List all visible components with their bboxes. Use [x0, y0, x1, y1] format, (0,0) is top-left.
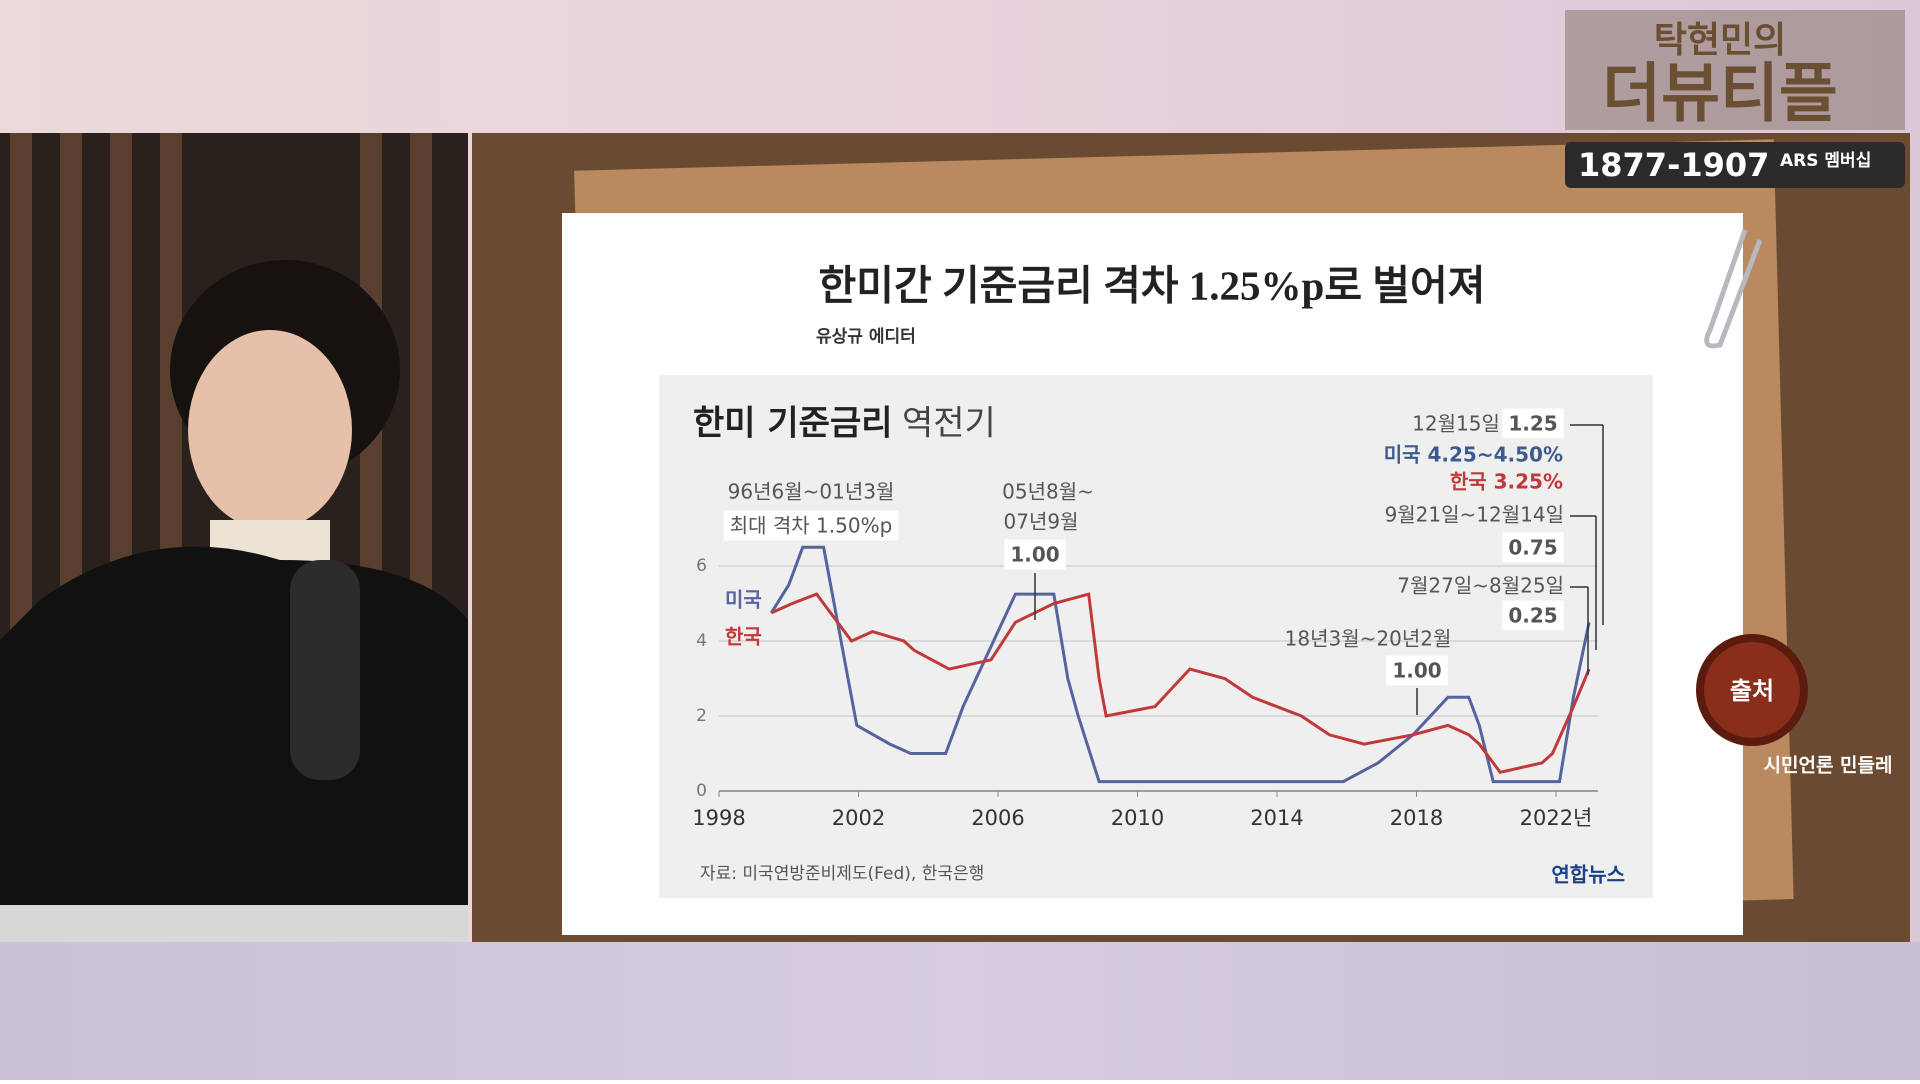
x-tick-label: 2014 — [1250, 806, 1303, 830]
annotation: 1.00 — [1392, 659, 1441, 683]
annotation: 미국 4.25~4.50% — [1384, 443, 1563, 467]
chart-title: 한미 기준금리 — [693, 404, 893, 444]
paperclip — [1704, 229, 1763, 349]
phone-bg — [1565, 142, 1905, 188]
annotation: 1.00 — [1010, 543, 1059, 567]
y-tick-label: 0 — [696, 781, 707, 801]
annotation: 7월27일~8월25일 — [1397, 574, 1564, 598]
chart-box — [659, 375, 1653, 898]
x-tick-label: 1998 — [692, 806, 745, 830]
line-series — [770, 545, 1591, 784]
phone: 1877-1907 — [1578, 146, 1769, 184]
source-badge-text: 출처 — [1730, 677, 1774, 705]
annotation: 05년8월~ — [1002, 480, 1094, 504]
annotation: 0.25 — [1508, 604, 1557, 628]
y-tick-label: 4 — [696, 631, 707, 651]
annotation: 12월15일 — [1412, 412, 1500, 436]
legend-label: 미국 — [725, 588, 762, 612]
logo: 연합뉴스 — [1551, 863, 1625, 887]
annotation: 한국 3.25% — [1450, 470, 1563, 494]
line-series — [770, 592, 1591, 774]
annotation-box — [1502, 600, 1564, 631]
annotation: 최대 격차 1.50%p — [730, 514, 893, 538]
annotation-box — [1502, 408, 1564, 439]
annotation-box — [1502, 532, 1564, 563]
show-title: 탁현민의 — [1654, 20, 1786, 61]
editor: 유상규 에디터 — [816, 327, 916, 347]
x-tick-label: 2002 — [832, 806, 885, 830]
annotation-box — [1004, 539, 1066, 570]
annotation: 96년6월~01년3월 — [728, 480, 895, 504]
x-tick-label: 2022년 — [1520, 806, 1593, 830]
source-name: 시민언론 민들레 — [1764, 755, 1893, 777]
chart-subtitle: 역전기 — [902, 404, 996, 444]
show-name: 더뷰티플 — [1602, 58, 1838, 132]
x-tick-label: 2018 — [1390, 806, 1443, 830]
video-panel — [0, 133, 468, 942]
annotation: 9월21일~12월14일 — [1385, 503, 1564, 527]
x-tick-label: 2006 — [971, 806, 1024, 830]
chart-source: 자료: 미국연방준비제도(Fed), 한국은행 — [700, 864, 984, 884]
y-tick-label: 6 — [696, 556, 707, 576]
headline: 한미간 기준금리 격차 1.25%p로 벌어져 — [819, 262, 1486, 308]
annotation: 1.25 — [1508, 412, 1557, 436]
source-badge — [1696, 634, 1808, 746]
phone-note: ARS 멤버십 — [1780, 151, 1871, 171]
annotation: 07년9월 — [1004, 510, 1079, 534]
legend-label: 한국 — [725, 625, 762, 649]
annotation: 18년3월~20년2월 — [1285, 627, 1452, 651]
annotation-box — [1386, 655, 1448, 686]
y-tick-label: 2 — [696, 706, 707, 726]
bottom-band — [0, 942, 1920, 1080]
annotation: 0.75 — [1508, 536, 1557, 560]
x-tick-label: 2010 — [1111, 806, 1164, 830]
show-logo-bg — [1565, 10, 1905, 130]
annotation-box — [723, 510, 899, 541]
